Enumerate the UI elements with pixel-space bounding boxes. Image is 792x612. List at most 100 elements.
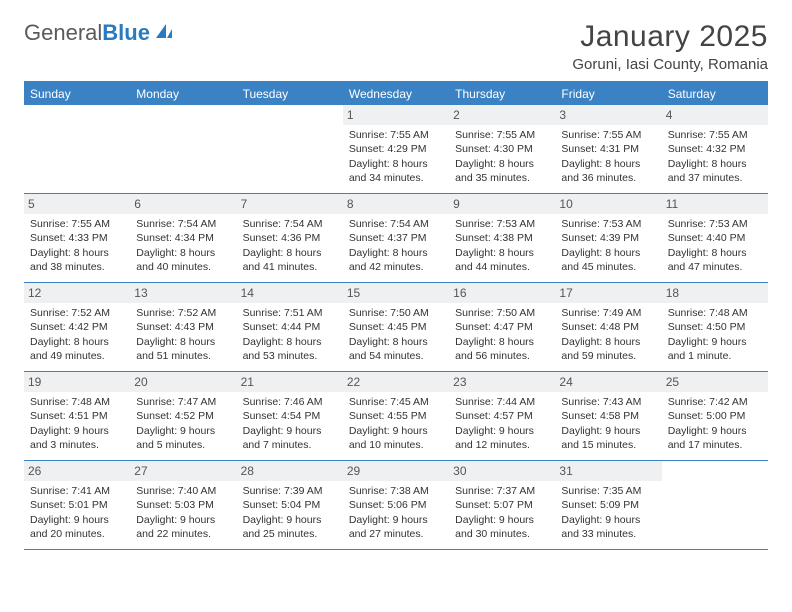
sunrise-text: Sunrise: 7:50 AM: [349, 306, 443, 320]
day-number: 25: [662, 372, 768, 392]
sunset-text: Sunset: 4:45 PM: [349, 320, 443, 334]
day-cell: 11Sunrise: 7:53 AMSunset: 4:40 PMDayligh…: [662, 194, 768, 282]
sunset-text: Sunset: 4:29 PM: [349, 142, 443, 156]
sunrise-text: Sunrise: 7:55 AM: [668, 128, 762, 142]
day-number: 17: [555, 283, 661, 303]
empty-cell: [130, 105, 236, 193]
day-cell: 3Sunrise: 7:55 AMSunset: 4:31 PMDaylight…: [555, 105, 661, 193]
logo-word-2: Blue: [102, 20, 150, 45]
daylight-line-2: and 25 minutes.: [243, 527, 337, 541]
day-cell: 17Sunrise: 7:49 AMSunset: 4:48 PMDayligh…: [555, 283, 661, 371]
day-number: 28: [237, 461, 343, 481]
day-cell: 14Sunrise: 7:51 AMSunset: 4:44 PMDayligh…: [237, 283, 343, 371]
sunrise-text: Sunrise: 7:55 AM: [455, 128, 549, 142]
sunset-text: Sunset: 5:00 PM: [668, 409, 762, 423]
week-row: 26 Sunrise: 7:41 AMSunset: 5:01 PM Dayligh…: [24, 461, 768, 550]
daylight-line-2: and 47 minutes.: [668, 260, 762, 274]
logo: GeneralBlue: [24, 20, 174, 46]
sunrise-text: Sunrise: 7:46 AM: [243, 395, 337, 409]
sunset-text: Sunset: 4:38 PM: [455, 231, 549, 245]
logo-text: GeneralBlue: [24, 20, 150, 46]
day-number: 14: [237, 283, 343, 303]
daylight-line-2: and 41 minutes.: [243, 260, 337, 274]
daylight-line-1: Daylight: 8 hours: [30, 335, 124, 349]
sunset-text: Sunset: 4:55 PM: [349, 409, 443, 423]
daylight-line-2: and 30 minutes.: [455, 527, 549, 541]
sunset-text: Sunset: 4:51 PM: [30, 409, 124, 423]
daylight-line-2: and 54 minutes.: [349, 349, 443, 363]
weekday-header-row: SundayMondayTuesdayWednesdayThursdayFrid…: [24, 83, 768, 105]
week-row: 19Sunrise: 7:48 AMSunset: 4:51 PMDayligh…: [24, 372, 768, 461]
logo-word-1: General: [24, 20, 102, 45]
sunrise-text: Sunrise: 7:51 AM: [243, 306, 337, 320]
day-number: 2: [449, 105, 555, 125]
sunset-text: Sunset: 4:34 PM: [136, 231, 230, 245]
daylight-line-1: Daylight: 8 hours: [136, 335, 230, 349]
weekday-header: Sunday: [24, 83, 130, 105]
daylight-line-1: Daylight: 8 hours: [136, 246, 230, 260]
empty-cell: [662, 461, 768, 549]
daylight-line-1: Daylight: 9 hours: [561, 513, 655, 527]
sunrise-text: Sunrise: 7:35 AM: [561, 484, 655, 498]
sunrise-text: Sunrise: 7:53 AM: [561, 217, 655, 231]
header: GeneralBlue January 2025 Goruni, Iasi Co…: [24, 20, 768, 73]
daylight-line-1: Daylight: 9 hours: [455, 513, 549, 527]
sunrise-text: Sunrise: 7:55 AM: [30, 217, 124, 231]
daylight-line-1: Daylight: 8 hours: [668, 246, 762, 260]
sunrise-text: Sunrise: 7:41 AM: [30, 484, 124, 498]
day-number: 23: [449, 372, 555, 392]
day-number: 10: [555, 194, 661, 214]
day-cell: 1Sunrise: 7:55 AMSunset: 4:29 PMDaylight…: [343, 105, 449, 193]
day-number: 8: [343, 194, 449, 214]
daylight-line-1: Daylight: 9 hours: [136, 424, 230, 438]
sunrise-text: Sunrise: 7:48 AM: [668, 306, 762, 320]
weekday-header: Thursday: [449, 83, 555, 105]
weekday-header: Saturday: [662, 83, 768, 105]
day-cell: 6Sunrise: 7:54 AMSunset: 4:34 PMDaylight…: [130, 194, 236, 282]
daylight-line-2: and 22 minutes.: [136, 527, 230, 541]
day-number: 31: [555, 461, 661, 481]
day-cell: 31Sunrise: 7:35 AMSunset: 5:09 PMDayligh…: [555, 461, 661, 549]
daylight-line-2: and 12 minutes.: [455, 438, 549, 452]
day-cell: 23Sunrise: 7:44 AMSunset: 4:57 PMDayligh…: [449, 372, 555, 460]
day-number: 26: [24, 461, 130, 481]
daylight-line-2: and 33 minutes.: [561, 527, 655, 541]
daylight-line-1: Daylight: 8 hours: [243, 335, 337, 349]
sunset-text: Sunset: 5:04 PM: [243, 498, 337, 512]
day-cell: 16Sunrise: 7:50 AMSunset: 4:47 PMDayligh…: [449, 283, 555, 371]
daylight-line-1: Daylight: 9 hours: [455, 424, 549, 438]
day-cell: 4Sunrise: 7:55 AMSunset: 4:32 PMDaylight…: [662, 105, 768, 193]
sunrise-text: Sunrise: 7:47 AM: [136, 395, 230, 409]
day-cell: 27Sunrise: 7:40 AMSunset: 5:03 PMDayligh…: [130, 461, 236, 549]
daylight-line-2: and 15 minutes.: [561, 438, 655, 452]
daylight-line-2: and 5 minutes.: [136, 438, 230, 452]
sunset-text: Sunset: 5:01 PM: [30, 498, 124, 512]
day-cell: 25Sunrise: 7:42 AMSunset: 5:00 PMDayligh…: [662, 372, 768, 460]
day-number: 16: [449, 283, 555, 303]
sunset-text: Sunset: 4:52 PM: [136, 409, 230, 423]
day-number: 15: [343, 283, 449, 303]
day-number: 18: [662, 283, 768, 303]
sunrise-text: Sunrise: 7:49 AM: [561, 306, 655, 320]
daylight-line-2: and 1 minute.: [668, 349, 762, 363]
day-number: 12: [24, 283, 130, 303]
day-number: 21: [237, 372, 343, 392]
daylight-line-1: Daylight: 8 hours: [349, 246, 443, 260]
day-number: [237, 105, 343, 125]
month-title: January 2025: [572, 20, 768, 54]
daylight-line-1: Daylight: 8 hours: [561, 335, 655, 349]
day-cell: 2Sunrise: 7:55 AMSunset: 4:30 PMDaylight…: [449, 105, 555, 193]
sunset-text: Sunset: 4:30 PM: [455, 142, 549, 156]
weekday-header: Friday: [555, 83, 661, 105]
sunset-text: Sunset: 5:06 PM: [349, 498, 443, 512]
daylight-line-1: Daylight: 8 hours: [561, 157, 655, 171]
sunrise-text: Sunrise: 7:55 AM: [349, 128, 443, 142]
day-number: 13: [130, 283, 236, 303]
empty-cell: [237, 105, 343, 193]
daylight-line-2: and 45 minutes.: [561, 260, 655, 274]
day-cell: 28Sunrise: 7:39 AMSunset: 5:04 PMDayligh…: [237, 461, 343, 549]
weekday-header: Tuesday: [237, 83, 343, 105]
sunset-text: Sunset: 5:07 PM: [455, 498, 549, 512]
daylight-line-1: Daylight: 8 hours: [668, 157, 762, 171]
day-number: 24: [555, 372, 661, 392]
